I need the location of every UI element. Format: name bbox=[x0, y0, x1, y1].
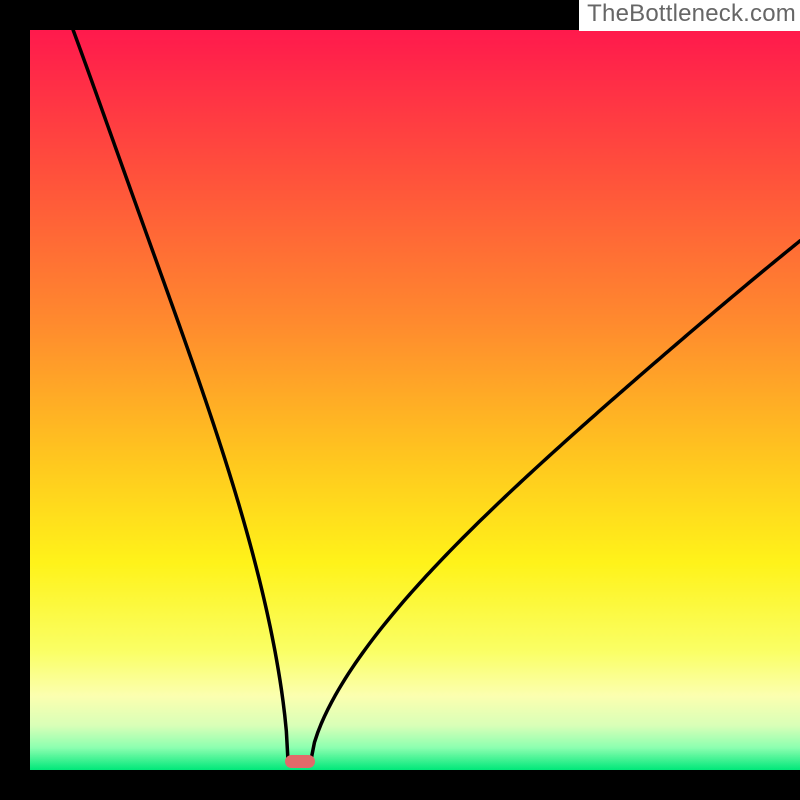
optimum-marker bbox=[285, 755, 315, 768]
chart-stage: TheBottleneck.com bbox=[0, 0, 800, 800]
plot-area bbox=[30, 30, 800, 770]
gradient-background bbox=[30, 30, 800, 770]
watermark-label: TheBottleneck.com bbox=[579, 0, 800, 31]
